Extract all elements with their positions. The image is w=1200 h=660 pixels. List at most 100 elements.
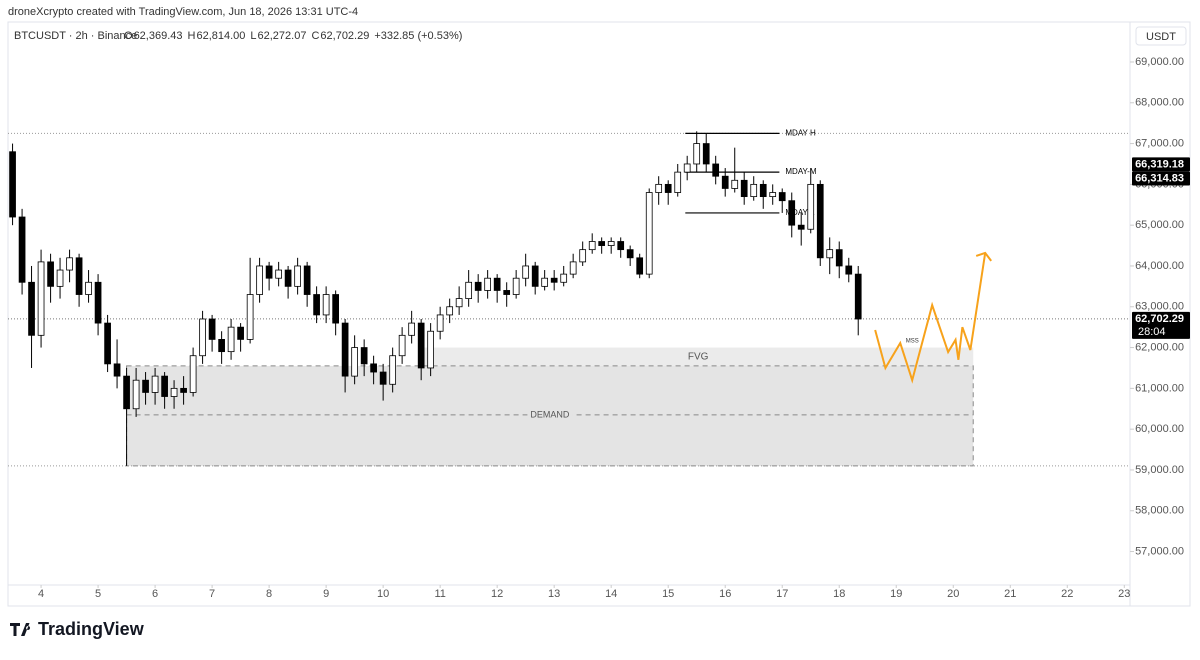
brand: TradingView bbox=[38, 619, 145, 639]
candle-body bbox=[37, 261, 45, 336]
price-label-box bbox=[1132, 171, 1190, 186]
projection-label: MSS bbox=[906, 339, 919, 345]
x-tick-label: 18 bbox=[833, 588, 845, 600]
logo-mark bbox=[10, 623, 31, 636]
candle-body bbox=[28, 281, 35, 336]
candle-body bbox=[854, 273, 862, 320]
candle-body bbox=[389, 355, 397, 385]
candle-body bbox=[683, 163, 691, 173]
x-tick-label: 5 bbox=[95, 588, 101, 600]
candle-body bbox=[408, 322, 415, 336]
candle-body bbox=[246, 294, 254, 340]
candle-body bbox=[332, 294, 340, 324]
candle-body bbox=[835, 249, 843, 267]
candle-body bbox=[503, 290, 511, 295]
projection-path bbox=[874, 252, 987, 384]
candle-body bbox=[123, 375, 130, 410]
candle-body bbox=[816, 183, 824, 259]
candle-body bbox=[455, 298, 463, 308]
candle-body bbox=[56, 269, 64, 287]
candle-body bbox=[702, 143, 710, 165]
candle-body bbox=[626, 249, 634, 259]
y-tick-label: 63,000.00 bbox=[1135, 301, 1184, 313]
candle-body bbox=[94, 281, 102, 324]
candle-body bbox=[75, 257, 83, 295]
candle-body bbox=[208, 318, 216, 340]
candle-body bbox=[655, 183, 663, 193]
y-tick-label: 68,000.00 bbox=[1135, 97, 1184, 109]
x-tick-label: 23 bbox=[1118, 588, 1130, 600]
candle-body bbox=[275, 269, 282, 279]
candle-body bbox=[218, 339, 225, 353]
ohlc-value: 62,702.29 bbox=[320, 30, 369, 42]
ohlc-value: 62,272.07 bbox=[258, 30, 307, 42]
x-tick-label: 13 bbox=[548, 588, 560, 600]
candle-body bbox=[313, 294, 320, 316]
candle-body bbox=[180, 387, 187, 393]
x-tick-label: 9 bbox=[323, 588, 329, 600]
y-tick-label: 62,000.00 bbox=[1135, 341, 1184, 353]
candle-body bbox=[189, 355, 197, 393]
ohlc-value: 62,814.00 bbox=[196, 30, 245, 42]
candle-body bbox=[845, 265, 853, 275]
candle-body bbox=[370, 363, 377, 373]
candle-body bbox=[522, 265, 530, 279]
ohlc-key: L bbox=[250, 30, 256, 42]
y-tick-label: 61,000.00 bbox=[1135, 382, 1184, 394]
last-price-label: 62,702.29 bbox=[1135, 313, 1184, 325]
y-tick-label: 65,000.00 bbox=[1135, 219, 1184, 231]
candle-body bbox=[474, 281, 482, 291]
level-label: MDAY-M bbox=[785, 167, 816, 176]
credit: droneXcrypto created with TradingView.co… bbox=[8, 6, 358, 18]
candle-body bbox=[778, 192, 786, 202]
change: +332.85 (+0.53%) bbox=[374, 30, 462, 42]
candle-body bbox=[161, 375, 168, 397]
x-tick-label: 22 bbox=[1061, 588, 1073, 600]
currency[interactable]: USDT bbox=[1146, 31, 1176, 43]
candle-body bbox=[379, 371, 387, 385]
candle-body bbox=[294, 265, 301, 287]
candle-body bbox=[712, 163, 720, 177]
candle-body bbox=[284, 269, 292, 287]
candle-body bbox=[797, 224, 805, 230]
x-tick-label: 16 bbox=[719, 588, 731, 600]
candle-body bbox=[303, 265, 311, 295]
candle-body bbox=[636, 257, 644, 275]
x-tick-label: 12 bbox=[491, 588, 503, 600]
x-tick-label: 20 bbox=[947, 588, 959, 600]
projection-arrowhead bbox=[975, 251, 992, 262]
candle-body bbox=[436, 314, 444, 332]
candle-body bbox=[265, 265, 273, 279]
candle-body bbox=[351, 347, 358, 377]
currency-button[interactable] bbox=[1135, 26, 1187, 46]
candle-body bbox=[493, 277, 501, 291]
x-tick-label: 6 bbox=[152, 588, 158, 600]
candle-body bbox=[427, 330, 434, 369]
brand-logo bbox=[10, 623, 31, 636]
candle-body bbox=[674, 171, 682, 193]
x-tick-label: 15 bbox=[662, 588, 674, 600]
x-tick-label: 4 bbox=[38, 588, 44, 600]
candle-body bbox=[132, 379, 140, 410]
last-price-label-box bbox=[1132, 311, 1190, 339]
candle-body bbox=[607, 241, 615, 246]
candle-body bbox=[617, 241, 625, 251]
x-tick-label: 11 bbox=[434, 588, 445, 600]
ohlc-header: O 62,369.43 H 62,814.00 L 62,272.07 C 62,702.29… bbox=[124, 30, 462, 42]
price-label: 66,319.18 bbox=[1135, 158, 1184, 170]
candle-body bbox=[360, 347, 368, 365]
candle-body bbox=[807, 183, 815, 230]
candle-body bbox=[170, 387, 178, 397]
candle-body bbox=[256, 265, 263, 295]
candle-body bbox=[322, 294, 330, 316]
y-tick-label: 69,000.00 bbox=[1135, 56, 1184, 68]
candle-body bbox=[142, 379, 149, 393]
candle-body bbox=[237, 326, 244, 340]
price-label: 66,314.83 bbox=[1135, 172, 1184, 184]
y-tick-label: 58,000.00 bbox=[1135, 505, 1184, 517]
ohlc-key: C bbox=[311, 30, 319, 42]
candle-body bbox=[588, 241, 596, 251]
candle-body bbox=[664, 183, 672, 193]
ohlc-key: H bbox=[188, 30, 196, 42]
